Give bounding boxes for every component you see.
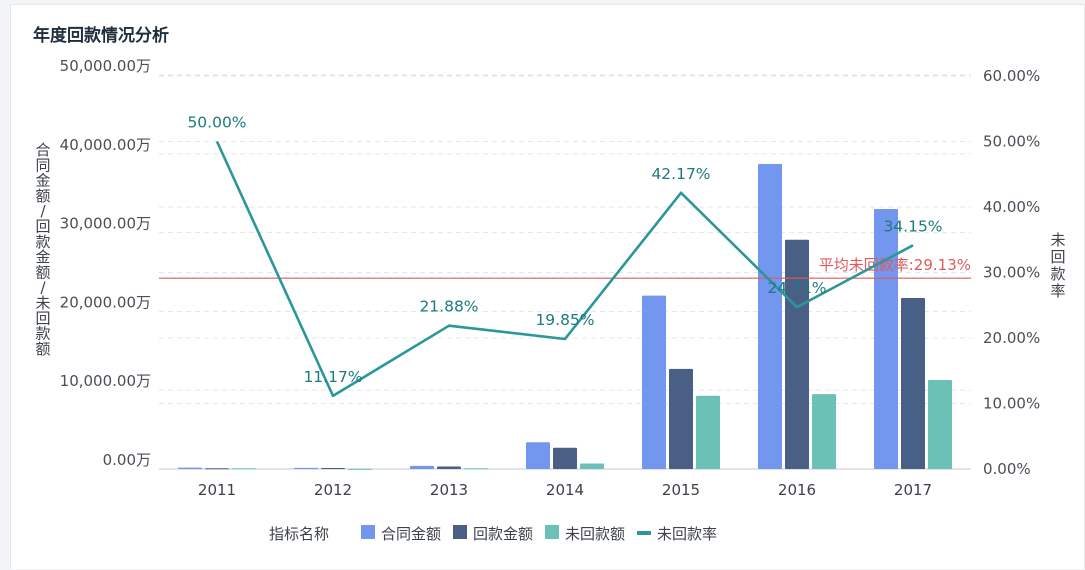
right-tick-label: 50.00%: [983, 133, 1040, 151]
bar-1: [642, 295, 666, 469]
legend-label: 合同金额: [381, 525, 441, 543]
right-tick-label: 30.00%: [983, 264, 1040, 282]
chart-svg: 0.00万 10,000.00万 20,000.00万 30,000.00万 40,00…: [35, 57, 1065, 543]
bar-2: [669, 368, 693, 469]
bar-2: [901, 298, 925, 469]
left-tick-label: 10,000.00万: [60, 372, 151, 390]
x-tick-label: 2012: [314, 481, 352, 499]
legend-label: 回款金额: [473, 525, 533, 543]
bar-1: [178, 467, 202, 469]
bar-2: [205, 468, 229, 470]
bar-2: [553, 447, 577, 469]
right-tick-label: 20.00%: [983, 329, 1040, 347]
right-tick-label: 10.00%: [983, 395, 1040, 413]
right-axis-title: 未回款率: [1050, 231, 1065, 300]
bar-3: [580, 463, 604, 469]
left-axis-title: 合同金额/回款金额/未回款额: [35, 141, 50, 358]
bar-3: [928, 379, 952, 469]
legend-label: 未回款额: [565, 525, 625, 543]
bar-3: [812, 394, 836, 469]
legend-label: 未回款率: [657, 525, 717, 543]
x-tick-label: 2013: [430, 481, 468, 499]
rate-label: 50.00%: [187, 114, 246, 132]
legend-swatch: [545, 525, 559, 539]
legend-swatch: [637, 531, 651, 535]
rate-label: 11.17%: [303, 368, 362, 386]
left-tick-label: 40,000.00万: [60, 136, 151, 154]
right-tick-label: 60.00%: [983, 67, 1040, 85]
right-tick-label: 40.00%: [983, 198, 1040, 216]
rate-label: 21.88%: [419, 298, 478, 316]
rate-label: 24.71%: [767, 279, 826, 297]
bar-3: [464, 468, 488, 470]
x-tick-label: 2015: [662, 481, 700, 499]
bar-3: [232, 468, 256, 470]
left-tick-label: 20,000.00万: [60, 293, 151, 311]
x-tick-label: 2017: [894, 481, 932, 499]
bar-1: [874, 208, 898, 469]
bar-2: [437, 466, 461, 469]
bar-2: [785, 239, 809, 469]
rate-label: 34.15%: [883, 217, 942, 235]
bar-3: [696, 395, 720, 469]
x-tick-label: 2011: [198, 481, 236, 499]
bar-3: [348, 468, 372, 470]
left-tick-label: 0.00万: [103, 451, 151, 469]
bar-1: [294, 467, 318, 469]
x-tick-label: 2014: [546, 481, 584, 499]
rate-label: 42.17%: [651, 165, 710, 183]
chart-card: 年度回款情况分析 0.00万 10,000.00万 20,000.00万 30,000…: [10, 4, 1085, 569]
x-tick-label: 2016: [778, 481, 816, 499]
bar-1: [410, 465, 434, 469]
left-tick-label: 50,000.00万: [60, 57, 151, 75]
legend-title: 指标名称: [269, 525, 329, 543]
right-tick-label: 0.00%: [983, 460, 1031, 478]
legend-swatch: [361, 525, 375, 539]
rate-line: [215, 140, 914, 398]
legend-swatch: [453, 525, 467, 539]
bar-1: [526, 442, 550, 469]
rate-label: 19.85%: [535, 311, 594, 329]
reference-line-label: 平均未回款率:29.13%: [819, 256, 971, 274]
left-tick-label: 30,000.00万: [60, 215, 151, 233]
bar-1: [758, 164, 782, 469]
bar-2: [321, 467, 345, 469]
chart-title: 年度回款情况分析: [33, 26, 169, 46]
